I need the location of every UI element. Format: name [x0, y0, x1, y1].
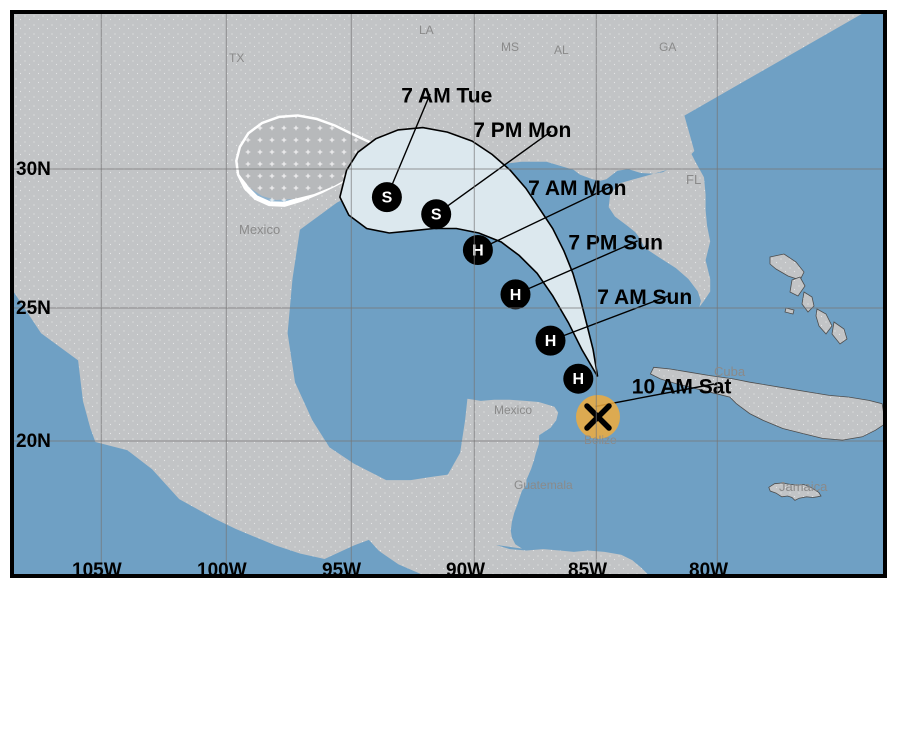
svg-text:20N: 20N — [16, 431, 51, 452]
svg-text:80W: 80W — [689, 560, 728, 578]
svg-text:FL: FL — [686, 172, 701, 187]
svg-text:S: S — [431, 207, 442, 224]
svg-text:Belize: Belize — [584, 433, 617, 447]
svg-text:Cuba: Cuba — [714, 364, 746, 379]
svg-text:GA: GA — [659, 40, 676, 54]
svg-text:AL: AL — [554, 43, 569, 57]
svg-text:105W: 105W — [72, 560, 122, 578]
svg-text:7 PM Sun: 7 PM Sun — [568, 232, 663, 255]
svg-text:7 AM Mon: 7 AM Mon — [528, 177, 626, 200]
svg-text:H: H — [573, 371, 585, 388]
svg-text:LA: LA — [419, 23, 434, 37]
svg-text:Jamaica: Jamaica — [779, 479, 828, 494]
svg-text:Mexico: Mexico — [494, 403, 532, 417]
svg-text:S: S — [382, 190, 393, 207]
svg-text:85W: 85W — [568, 560, 607, 578]
svg-text:7 PM Mon: 7 PM Mon — [473, 119, 571, 142]
svg-text:Guatemala: Guatemala — [514, 478, 573, 492]
svg-text:MS: MS — [501, 40, 519, 54]
svg-text:7 AM Sun: 7 AM Sun — [597, 286, 692, 309]
svg-text:90W: 90W — [446, 560, 485, 578]
svg-text:30N: 30N — [16, 159, 51, 180]
svg-text:7 AM Tue: 7 AM Tue — [401, 85, 492, 108]
svg-text:100W: 100W — [197, 560, 247, 578]
svg-text:TX: TX — [229, 51, 244, 65]
svg-text:H: H — [545, 333, 557, 350]
svg-text:Mexico: Mexico — [239, 222, 280, 237]
svg-text:95W: 95W — [322, 560, 361, 578]
svg-text:25N: 25N — [16, 298, 51, 319]
svg-text:H: H — [510, 287, 522, 304]
